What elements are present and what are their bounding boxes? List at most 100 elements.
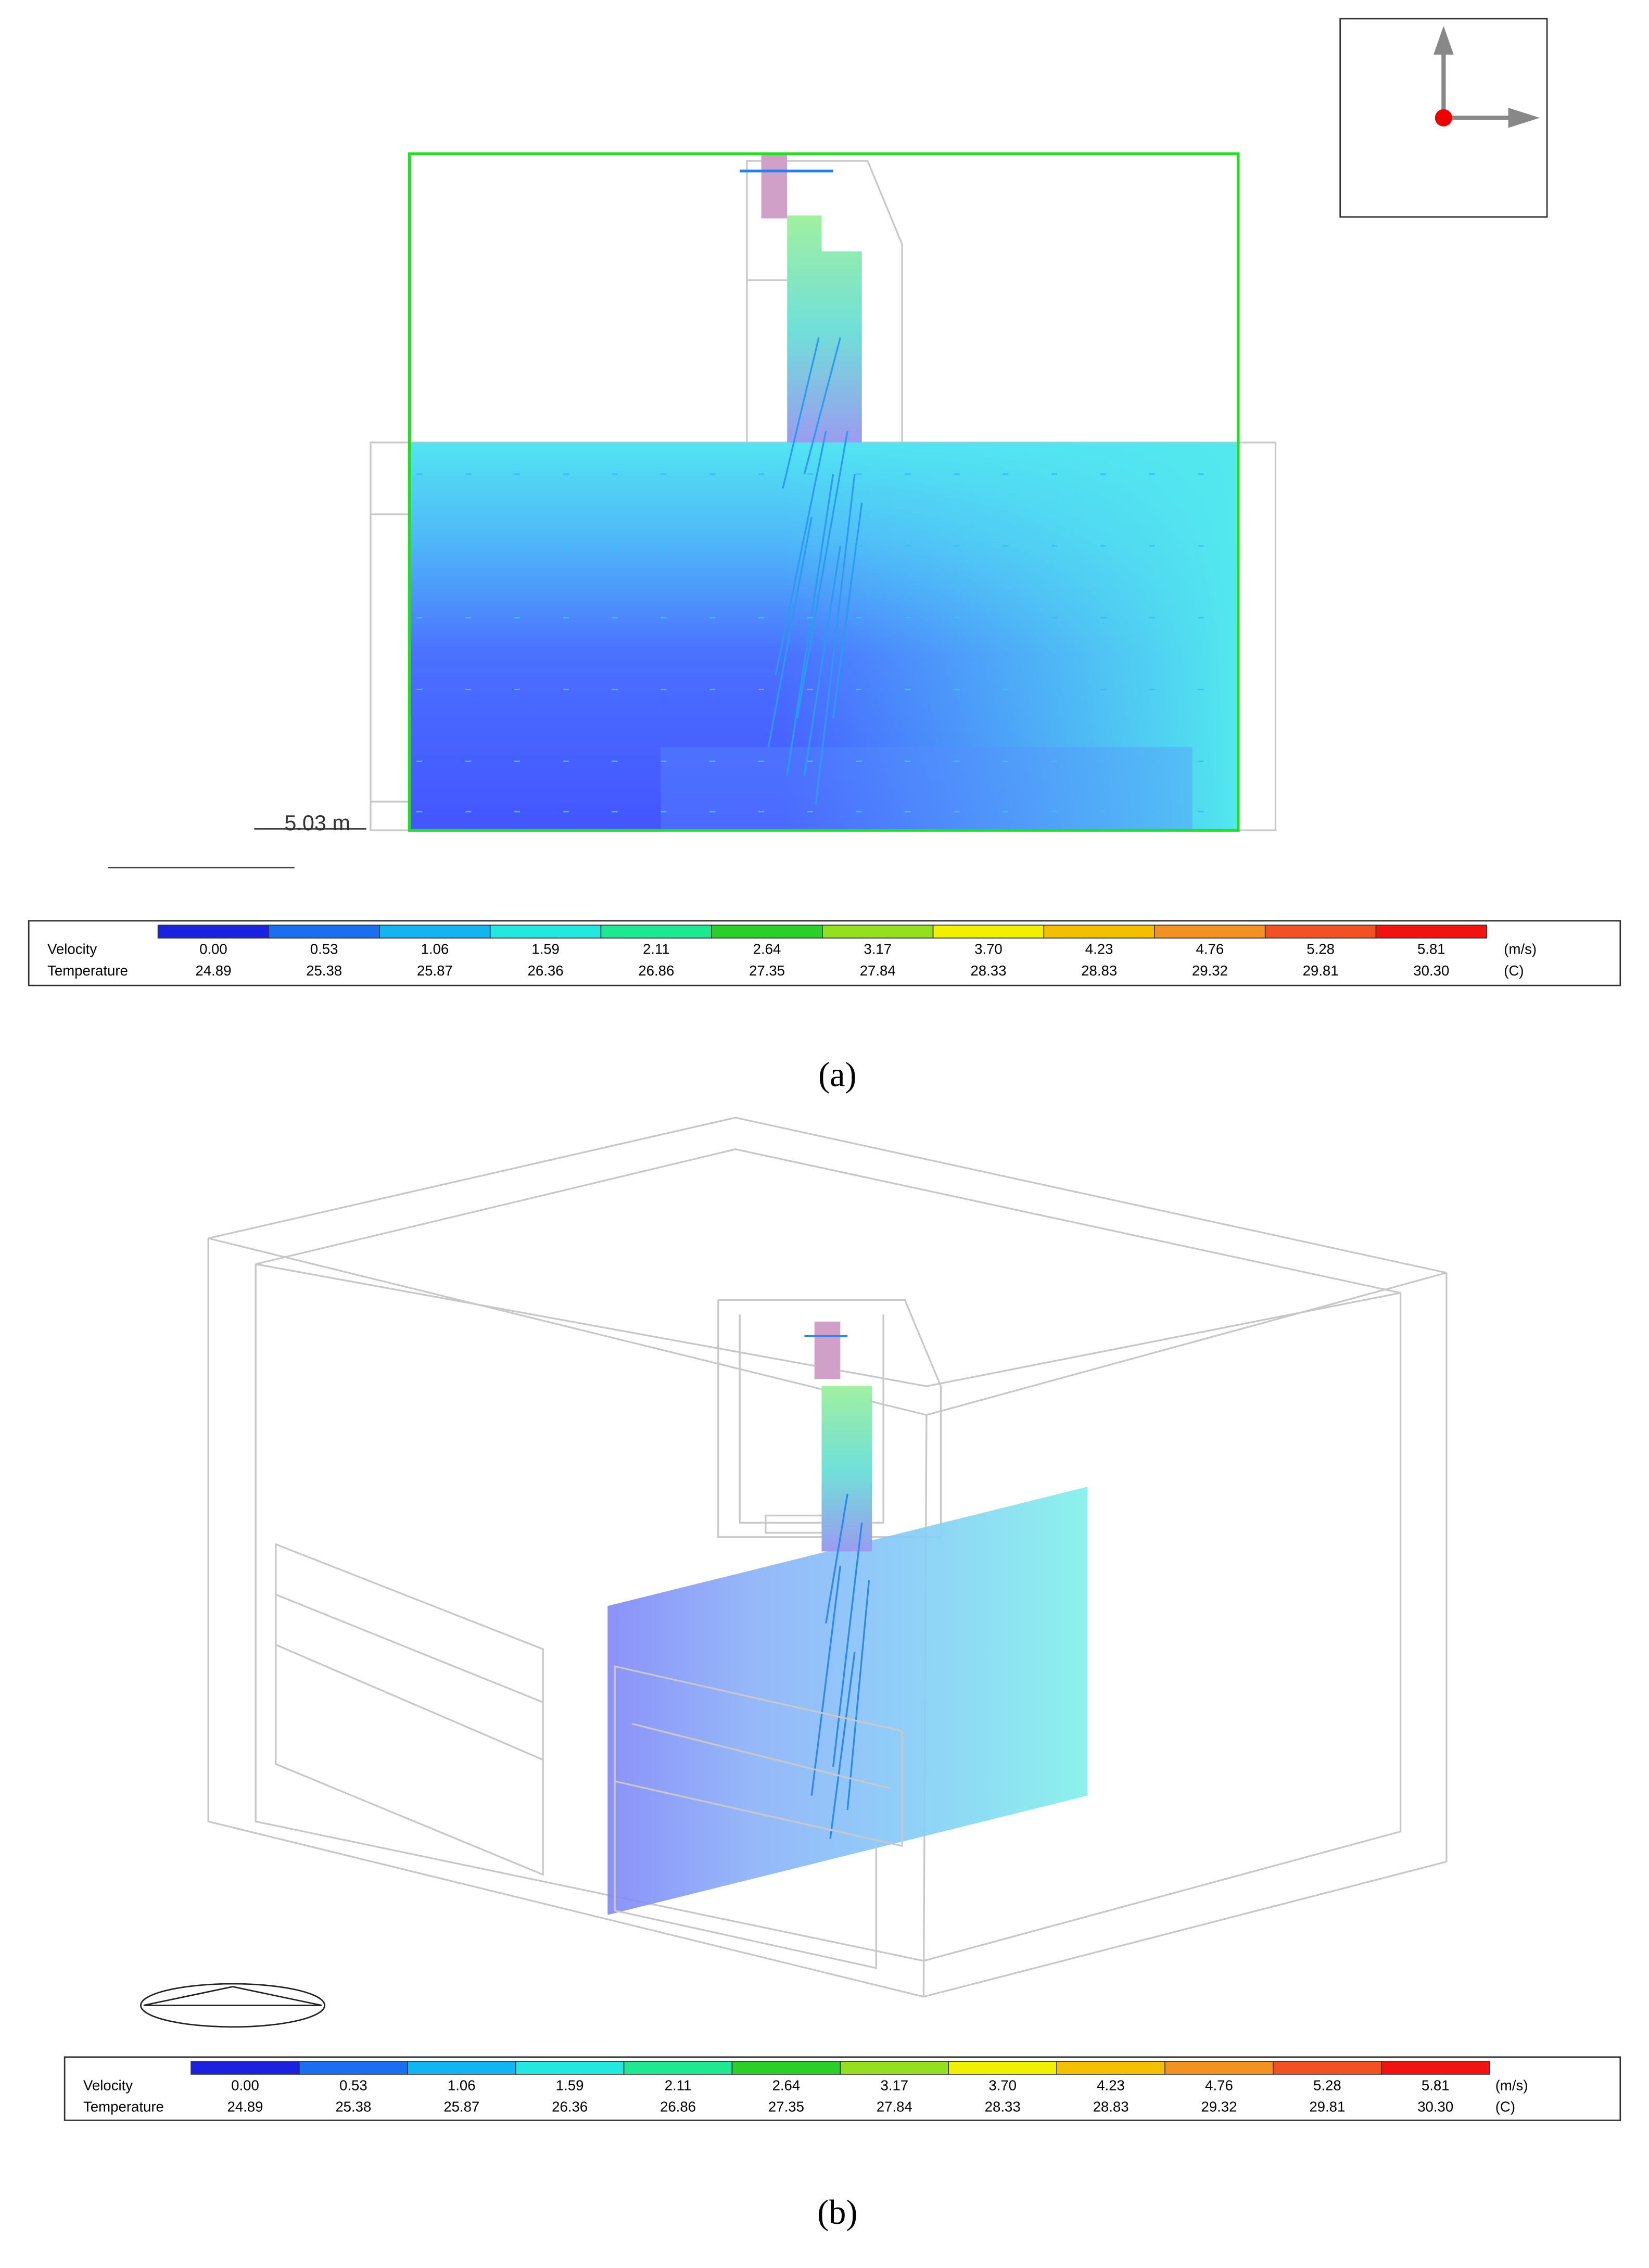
inlet-field [814, 1321, 841, 1379]
legend-value: 3.70 [974, 941, 1003, 957]
legend-unit: (C) [1495, 2099, 1515, 2115]
legend-value: 27.35 [768, 2099, 804, 2115]
legend-value: 2.64 [772, 2077, 801, 2093]
color-swatch [711, 924, 823, 939]
domain-outline [408, 152, 1240, 832]
panel-b: Velocity 0.00 0.53 1.06 1.59 2.11 2.64 3.17 3.70… [64, 1117, 1621, 2232]
legend-value: 28.83 [1093, 2099, 1129, 2115]
legend-row-label: Temperature [47, 962, 128, 979]
axis-origin [1435, 109, 1452, 126]
legend-row-label: Velocity [83, 2077, 133, 2093]
legend-value: 25.87 [443, 2099, 479, 2115]
legend-value: 4.76 [1196, 941, 1224, 957]
legend: Velocity 0.00 0.53 1.06 1.59 2.11 2.64 3.17 3.70… [64, 2056, 1621, 2121]
legend-value: 2.64 [753, 941, 781, 957]
color-swatch [489, 924, 602, 939]
velocity-vectors [767, 337, 863, 805]
furniture-wireframe [614, 1665, 903, 1969]
legend-value: 0.00 [199, 941, 227, 957]
color-swatch [268, 924, 380, 939]
legend-value: 28.33 [985, 2099, 1021, 2115]
legend-value: 0.53 [310, 941, 338, 957]
panel-a: 5.03 m Velocity 0.00 0.53 1.06 1.59 2.11 2.64 3… [28, 18, 1621, 1094]
legend-value: 1.06 [421, 941, 449, 957]
color-swatch [379, 924, 491, 939]
legend-value: 25.38 [335, 2099, 371, 2115]
legend-value: 5.81 [1422, 2077, 1450, 2093]
legend-value: 2.11 [665, 2077, 692, 2093]
axis-y-head [1434, 26, 1454, 55]
legend-value: 5.28 [1313, 2077, 1341, 2093]
color-swatch [1043, 924, 1155, 939]
legend: Velocity 0.00 0.53 1.06 1.59 2.11 2.64 3.17 3.70… [28, 920, 1621, 986]
legend-value: 27.84 [860, 962, 896, 979]
color-swatch [299, 2061, 408, 2075]
color-swatch [1380, 2061, 1490, 2075]
duct-field [787, 216, 862, 443]
legend-value: 25.87 [417, 962, 453, 979]
legend-value: 24.89 [195, 962, 231, 979]
duct-field [821, 1386, 872, 1552]
legend-value: 27.84 [877, 2099, 912, 2115]
legend-unit: (m/s) [1504, 941, 1537, 957]
axis-x-head [1508, 108, 1540, 128]
legend-value: 2.11 [643, 941, 670, 957]
legend-value: 1.06 [448, 2077, 476, 2093]
orientation-ellipse [140, 1983, 326, 2028]
legend-value: 1.59 [556, 2077, 584, 2093]
legend-value: 3.17 [880, 2077, 908, 2093]
legend-value: 27.35 [749, 962, 785, 979]
legend-value: 4.23 [1085, 941, 1113, 957]
color-swatch [600, 924, 712, 939]
legend-value: 25.38 [306, 962, 342, 979]
legend-row-label: Temperature [83, 2099, 164, 2115]
color-swatch [407, 2061, 516, 2075]
legend-unit: (C) [1504, 962, 1524, 979]
color-swatch [1264, 924, 1377, 939]
legend-value: 5.81 [1417, 941, 1445, 957]
color-swatch [191, 2061, 300, 2075]
legend-value: 28.33 [970, 962, 1006, 979]
color-swatch [1056, 2061, 1165, 2075]
legend-value: 5.28 [1306, 941, 1335, 957]
legend-value: 1.59 [531, 941, 560, 957]
legend-value: 3.70 [988, 2077, 1017, 2093]
legend-value: 29.81 [1309, 2099, 1345, 2115]
color-swatch [157, 924, 270, 939]
legend-value: 30.30 [1413, 962, 1449, 979]
hood-outline [746, 160, 903, 443]
inlet-field [761, 154, 788, 219]
color-swatch [1154, 924, 1266, 939]
velocity-vectors [804, 1335, 870, 1839]
legend-value: 26.36 [528, 962, 564, 979]
legend-value: 0.00 [231, 2077, 259, 2093]
floor-shade [661, 747, 1193, 831]
orientation-triangle [143, 1986, 322, 2006]
caption: (a) [818, 1056, 857, 1094]
legend-value: 28.83 [1081, 962, 1117, 979]
color-swatch [515, 2061, 625, 2075]
color-swatch [623, 2061, 733, 2075]
scale-label: 5.03 m [284, 811, 350, 835]
legend-value: 4.76 [1205, 2077, 1233, 2093]
legend-value: 24.89 [227, 2099, 263, 2115]
color-swatch [932, 924, 1045, 939]
color-swatch [822, 924, 934, 939]
legend-value: 29.81 [1303, 962, 1339, 979]
caption: (b) [817, 2194, 857, 2232]
color-swatch [1164, 2061, 1274, 2075]
color-swatch [948, 2061, 1057, 2075]
legend-unit: (m/s) [1495, 2077, 1528, 2093]
legend-value: 26.36 [552, 2099, 588, 2115]
temperature-field-right [409, 442, 1238, 831]
legend-value: 4.23 [1097, 2077, 1125, 2093]
legend-value: 29.32 [1201, 2099, 1237, 2115]
legend-value: 0.53 [339, 2077, 367, 2093]
legend-row-label: Velocity [47, 941, 97, 957]
legend-value: 30.30 [1417, 2099, 1453, 2115]
legend-value: 26.86 [660, 2099, 696, 2115]
legend-value: 3.17 [864, 941, 892, 957]
room-wireframe [207, 1117, 1448, 1998]
